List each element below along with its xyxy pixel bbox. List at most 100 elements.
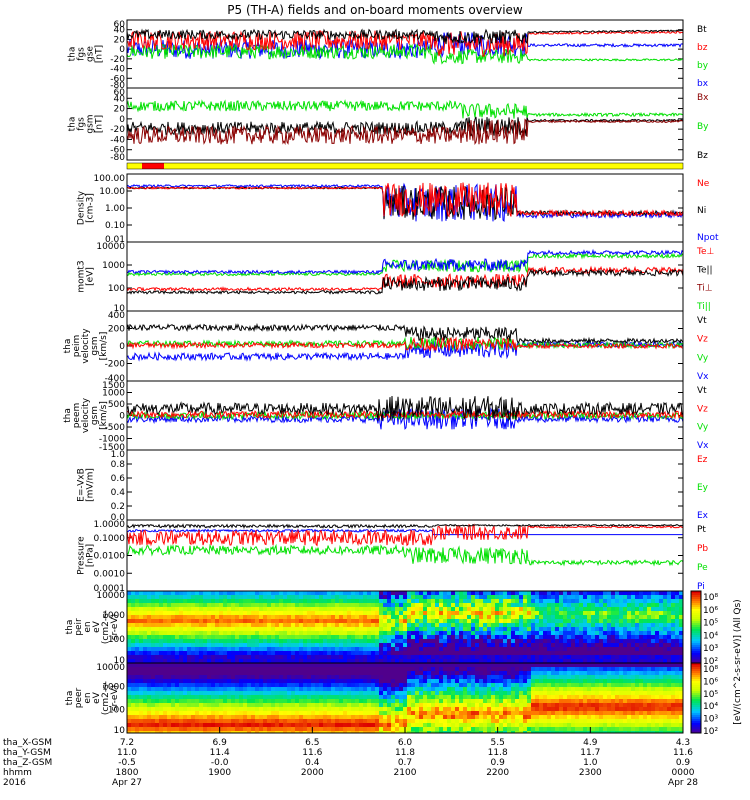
spectrogram-cell (215, 671, 219, 675)
spectrogram-cell (587, 659, 591, 663)
spectrogram-cell (339, 615, 343, 619)
spectrogram-cell (171, 627, 175, 631)
spectrogram-cell (495, 651, 499, 655)
spectrogram-cell (571, 711, 575, 715)
spectrogram-cell (259, 631, 263, 635)
spectrogram-cell (439, 667, 443, 671)
spectrogram-cell (135, 651, 139, 655)
spectrogram-cell (371, 667, 375, 671)
spectrogram-cell (239, 615, 243, 619)
spectrogram-cell (403, 647, 407, 651)
spectrogram-cell (519, 611, 523, 615)
spectrogram-cell (671, 595, 675, 599)
spectrogram-cell (423, 663, 427, 667)
spectrogram-cell (227, 603, 231, 607)
spectrogram-cell (467, 623, 471, 627)
spectrogram-cell (131, 651, 135, 655)
spectrogram-cell (375, 655, 379, 659)
spectrogram-cell (607, 711, 611, 715)
spectrogram-cell (615, 615, 619, 619)
spectrogram-cell (319, 667, 323, 671)
spectrogram-cell (299, 691, 303, 695)
spectrogram-cell (563, 619, 567, 623)
spectrogram-cell (387, 723, 391, 727)
ytick-label: 10.00 (99, 187, 125, 197)
spectrogram-cell (347, 671, 351, 675)
spectrogram-cell (259, 691, 263, 695)
spectrogram-cell (551, 631, 555, 635)
spectrogram-cell (283, 651, 287, 655)
spectrogram-cell (583, 611, 587, 615)
spectrogram-cell (479, 727, 483, 731)
spectrogram-cell (211, 699, 215, 703)
spectrogram-cell (483, 591, 487, 595)
spectrogram-cell (595, 603, 599, 607)
spectrogram-cell (539, 635, 543, 639)
spectrogram-cell (219, 711, 223, 715)
spectrogram-cell (331, 611, 335, 615)
spectrogram-cell (611, 615, 615, 619)
spectrogram-cell (671, 651, 675, 655)
spectrogram-cell (367, 591, 371, 595)
spectrogram-cell (415, 639, 419, 643)
spectrogram-cell (179, 679, 183, 683)
spectrogram-cell (515, 619, 519, 623)
spectrogram-cell (451, 599, 455, 603)
spectrogram-cell (543, 683, 547, 687)
spectrogram-cell (583, 691, 587, 695)
spectrogram-cell (211, 667, 215, 671)
spectrogram-cell (523, 687, 527, 691)
spectrogram-cell (423, 679, 427, 683)
spectrogram-cell (135, 655, 139, 659)
spectrogram-cell (151, 711, 155, 715)
spectrogram-cell (527, 679, 531, 683)
spectrogram-cell (351, 627, 355, 631)
spectrogram-cell (259, 647, 263, 651)
spectrogram-cell (139, 611, 143, 615)
spectrogram-cell (523, 607, 527, 611)
spectrogram-cell (219, 647, 223, 651)
spectrogram-cell (135, 611, 139, 615)
spectrogram-cell (179, 611, 183, 615)
spectrogram-cell (515, 595, 519, 599)
spectrogram-cell (323, 703, 327, 707)
spectrogram-cell (555, 711, 559, 715)
spectrogram-cell (595, 615, 599, 619)
spectrogram-cell (167, 627, 171, 631)
spectrogram-cell (491, 663, 495, 667)
spectrogram-cell (159, 699, 163, 703)
spectrogram-cell (507, 643, 511, 647)
spectrogram-cell (675, 615, 679, 619)
spectrogram-cell (159, 711, 163, 715)
spectrogram-cell (575, 691, 579, 695)
spectrogram-cell (611, 607, 615, 611)
spectrogram-cell (359, 659, 363, 663)
spectrogram-cell (415, 671, 419, 675)
spectrogram-cell (575, 727, 579, 731)
spectrogram-cell (263, 663, 267, 667)
spectrogram-cell (191, 659, 195, 663)
spectrogram-cell (211, 679, 215, 683)
spectrogram-cell (439, 727, 443, 731)
spectrogram-cell (399, 603, 403, 607)
spectrogram-cell (415, 595, 419, 599)
spectrogram-cell (199, 699, 203, 703)
spectrogram-cell (303, 607, 307, 611)
spectrogram-cell (547, 635, 551, 639)
spectrogram-cell (491, 603, 495, 607)
spectrogram-cell (675, 607, 679, 611)
spectrogram-cell (191, 611, 195, 615)
spectrogram-cell (255, 631, 259, 635)
spectrogram-cell (375, 663, 379, 667)
spectrogram-cell (183, 671, 187, 675)
spectrogram-cell (455, 599, 459, 603)
spectrogram-cell (159, 595, 163, 599)
spectrogram-cell (303, 595, 307, 599)
spectrogram-cell (491, 643, 495, 647)
spectrogram-cell (239, 623, 243, 627)
spectrogram-cell (483, 603, 487, 607)
spectrogram-cell (287, 619, 291, 623)
spectrogram-cell (555, 591, 559, 595)
spectrogram-cell (255, 607, 259, 611)
spectrogram-cell (451, 603, 455, 607)
